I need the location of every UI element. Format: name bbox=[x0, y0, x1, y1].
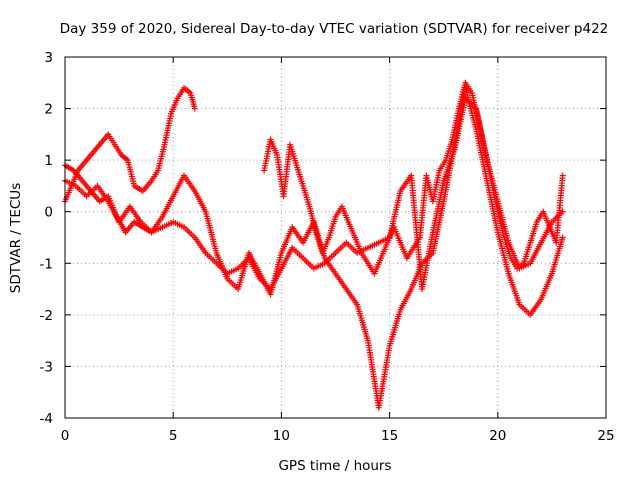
data-point bbox=[191, 105, 198, 112]
y-tick-label: -2 bbox=[40, 308, 53, 324]
x-tick-label: 0 bbox=[61, 428, 70, 444]
grid-layer bbox=[65, 57, 606, 418]
x-tick-label: 10 bbox=[273, 428, 290, 444]
y-tick-label: -3 bbox=[40, 359, 53, 375]
plot-frame bbox=[64, 56, 607, 419]
data-point bbox=[559, 234, 566, 241]
data-marks bbox=[62, 79, 566, 411]
series-track-a bbox=[62, 84, 198, 205]
axis-ticks: 0 5 10 15 20 25 -4 -3 -2 -1 0 1 2 3 bbox=[40, 50, 615, 444]
x-tick-label: 5 bbox=[169, 428, 178, 444]
series-track-c bbox=[62, 84, 566, 411]
x-axis-label: GPS time / hours bbox=[278, 458, 391, 474]
x-tick-label: 15 bbox=[381, 428, 398, 444]
y-tick-label: -1 bbox=[40, 256, 53, 272]
series-track-d bbox=[261, 79, 566, 277]
y-tick-label: 2 bbox=[44, 102, 53, 118]
x-tick-label: 25 bbox=[597, 428, 614, 444]
data-point bbox=[559, 172, 566, 179]
y-tick-label: -4 bbox=[40, 411, 53, 427]
y-axis-label: SDTVAR / TECUs bbox=[8, 183, 24, 293]
chart-title: Day 359 of 2020, Sidereal Day-to-day VTE… bbox=[60, 21, 609, 37]
x-tick-label: 20 bbox=[489, 428, 506, 444]
y-tick-label: 1 bbox=[44, 153, 53, 169]
y-tick-label: 3 bbox=[44, 50, 53, 66]
y-tick-label: 0 bbox=[44, 205, 53, 221]
data-point bbox=[559, 208, 566, 215]
